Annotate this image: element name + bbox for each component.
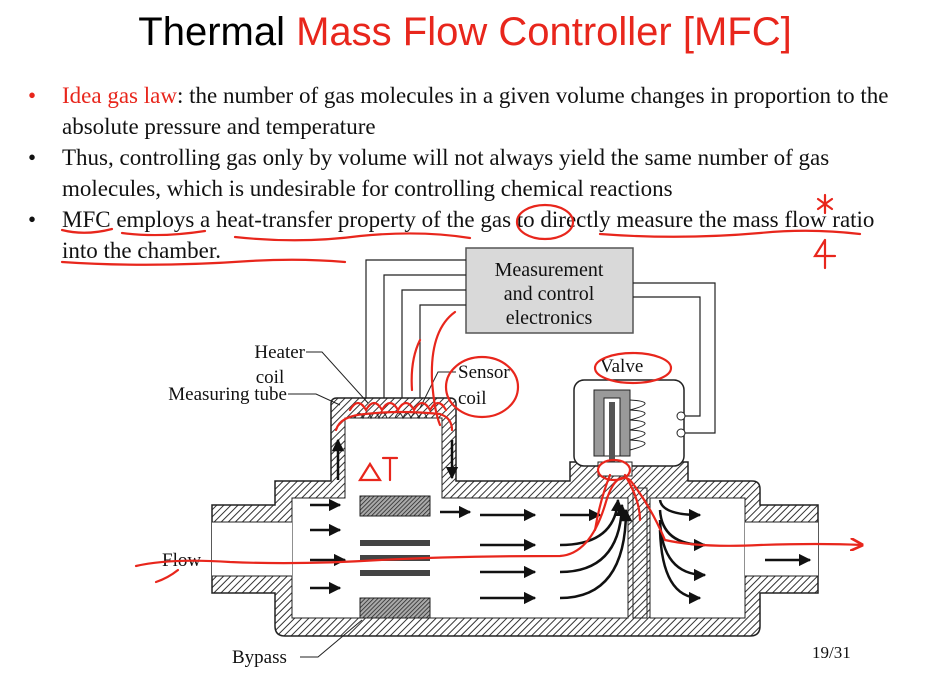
title-part-black: Thermal [138,10,297,54]
signal-wires [365,259,716,434]
heater-coil-label-line1: Heater [254,342,305,363]
bullet-list: • Idea gas law: the number of gas molecu… [28,80,908,266]
sensor-coil-label-line2: coil [458,388,487,409]
sensor-coil-label-line1: Sensor [458,362,510,383]
slide-title: Thermal Mass Flow Controller [MFC] [0,10,930,55]
valve-label: Valve [600,356,643,377]
bullet-item: • Thus, controlling gas only by volume w… [28,142,908,204]
bullet-text: Thus, controlling gas only by volume wil… [62,145,830,201]
flow-arrows [310,438,812,605]
bypass-element [359,495,431,619]
bullet-text: MFC employs a heat-transfer property of … [62,207,875,263]
valve-assembly [573,379,686,477]
bullet-item: • Idea gas law: the number of gas molecu… [28,80,908,142]
title-part-red: Mass Flow Controller [MFC] [296,10,792,54]
electronics-label-line2: and control [504,283,595,305]
bullet-marker: • [28,145,37,170]
flow-body [211,397,819,637]
page-number: 19/31 [812,643,851,662]
handwritten-annotations [60,193,862,584]
bullet-marker: • [28,83,37,108]
bullet-text: : the number of gas molecules in a given… [62,83,889,139]
bullet-marker: • [28,207,37,232]
electronics-label-line3: electronics [506,307,593,329]
bypass-label: Bypass [232,647,287,668]
heater-coil-label-line2: coil [256,367,285,388]
electronics-box: Measurement and control electronics [465,247,634,334]
label-leaders [288,351,456,658]
bullet-lead: Idea gas law [62,83,177,108]
electronics-label-line1: Measurement [495,259,604,281]
bullet-item: • MFC employs a heat-transfer property o… [28,204,908,266]
measuring-tube-label: Measuring tube [168,384,287,405]
